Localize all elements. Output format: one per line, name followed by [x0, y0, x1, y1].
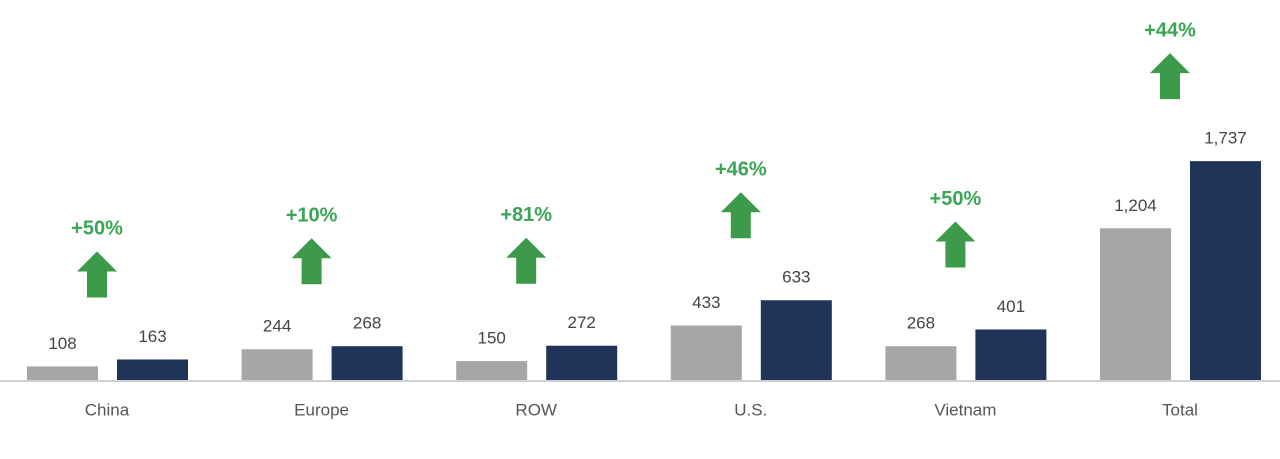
growth-label: +46% — [715, 159, 767, 181]
bar — [456, 361, 528, 380]
growth-arrow — [1150, 53, 1190, 100]
data-label: 633 — [782, 268, 810, 287]
bar — [670, 325, 742, 380]
x-tick-label: Europe — [294, 400, 349, 419]
growth-arrow — [935, 221, 976, 268]
data-label: 268 — [907, 314, 935, 333]
growth-arrow — [77, 251, 117, 298]
bar — [1190, 161, 1261, 380]
x-tick-label: U.S. — [734, 400, 767, 419]
bar — [241, 349, 313, 380]
data-label: 150 — [478, 329, 506, 348]
bar — [760, 300, 832, 380]
growth-label: +44% — [1144, 19, 1196, 41]
x-tick-label: ROW — [515, 400, 557, 419]
data-label: 433 — [692, 293, 720, 312]
data-label: 1,737 — [1204, 129, 1247, 148]
data-label: 401 — [997, 297, 1025, 316]
growth-arrow — [291, 238, 332, 285]
growth-label: +81% — [500, 204, 552, 226]
bar — [1100, 228, 1171, 380]
bar — [117, 359, 188, 380]
growth-arrow — [506, 237, 547, 284]
data-label: 163 — [138, 327, 166, 346]
bar — [885, 346, 957, 380]
data-label: 1,204 — [1114, 196, 1157, 215]
growth-label: +50% — [71, 218, 123, 240]
data-label: 244 — [263, 317, 291, 336]
growth-label: +10% — [286, 205, 338, 227]
growth-label: +50% — [930, 188, 982, 210]
bar — [975, 329, 1047, 380]
x-tick-label: Total — [1162, 400, 1198, 419]
bar — [331, 346, 403, 380]
x-tick-label: Vietnam — [934, 400, 996, 419]
bar — [27, 366, 98, 380]
data-label: 268 — [353, 314, 381, 333]
data-label: 108 — [48, 334, 76, 353]
x-tick-label: China — [85, 400, 130, 419]
growth-arrow — [720, 192, 761, 239]
bar — [546, 345, 618, 380]
data-label: 272 — [568, 313, 596, 332]
